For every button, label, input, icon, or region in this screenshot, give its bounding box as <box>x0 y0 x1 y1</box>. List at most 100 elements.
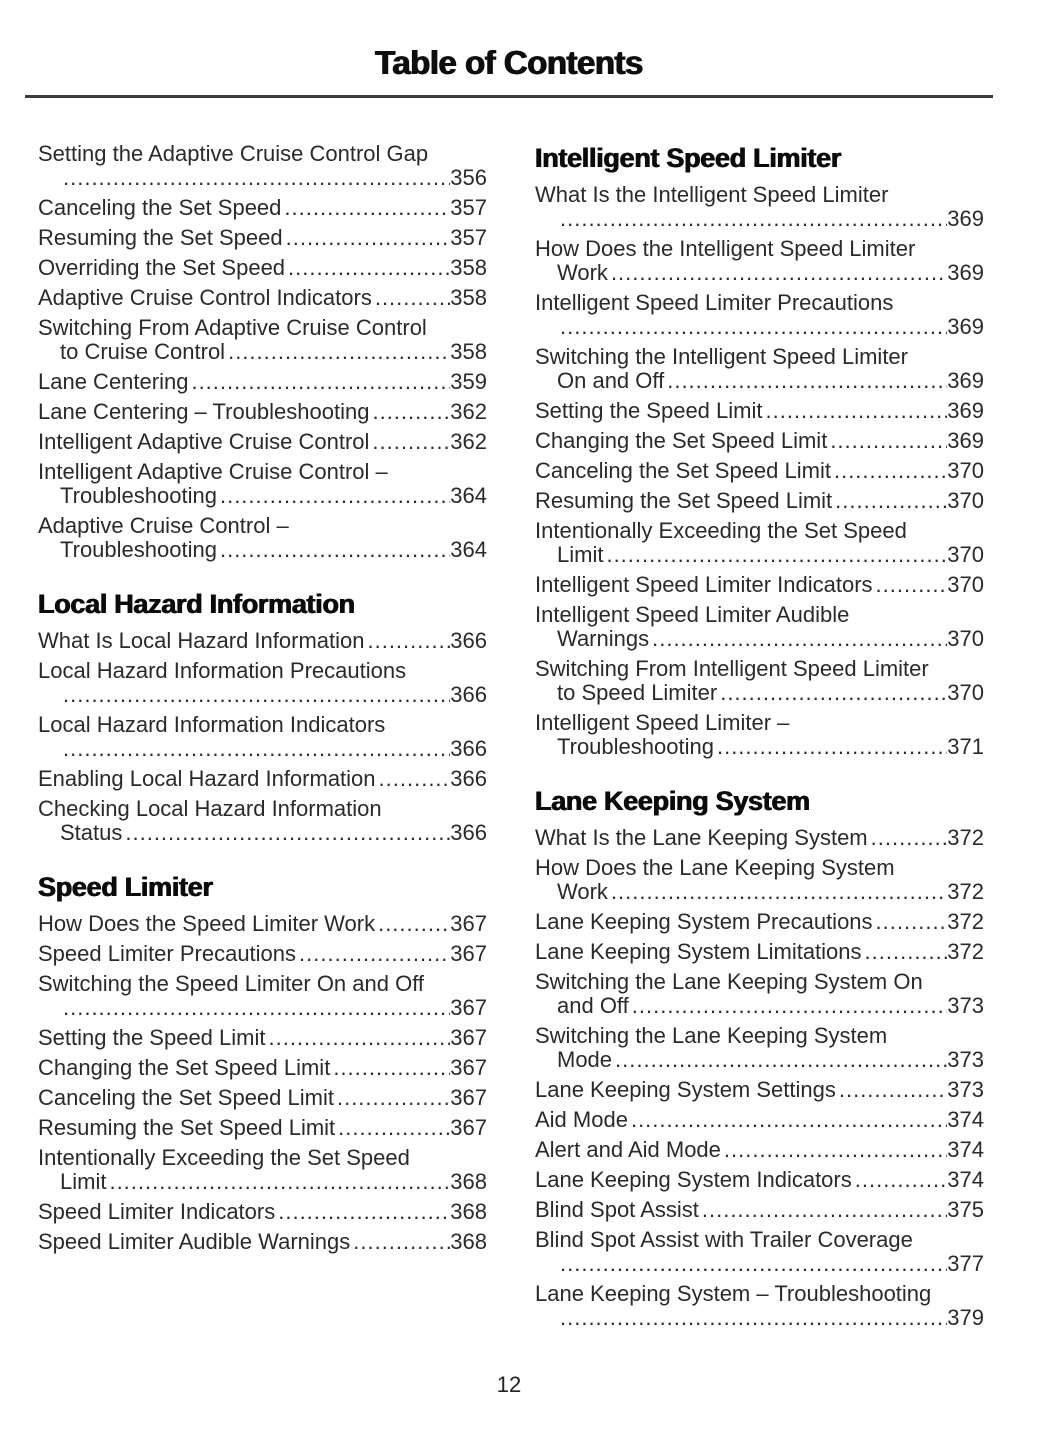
toc-entry: What Is the Lane Keeping System.........… <box>535 826 984 850</box>
toc-entry: Intelligent Adaptive Cruise Control.....… <box>38 430 487 454</box>
toc-entry-page-number: 370 <box>947 680 984 705</box>
toc-entry-label: Adaptive Cruise Control Indicators <box>38 285 372 310</box>
toc-entry-label: Blind Spot Assist with Trailer Coverage <box>535 1227 913 1252</box>
toc-entry-label: Switching the Lane Keeping System <box>535 1023 888 1048</box>
dot-leader: ........................................… <box>615 1048 947 1072</box>
toc-entry-label: What Is Local Hazard Information <box>38 628 365 653</box>
dot-leader: ........................................… <box>560 315 948 339</box>
toc-column-right: Intelligent Speed Limiter What Is the Int… <box>535 142 984 1336</box>
page-title: Table of Contents <box>375 44 643 81</box>
toc-entry-label: Canceling the Set Speed <box>38 195 282 220</box>
toc-entry-label: Troubleshooting <box>60 537 217 562</box>
dot-leader: ........................................… <box>285 226 451 250</box>
toc-entry-label: Local Hazard Information Indicators <box>38 712 386 737</box>
toc-entry: What Is Local Hazard Information........… <box>38 629 487 653</box>
toc-entry-row: Mode....................................… <box>535 1048 984 1072</box>
toc-entry-row: to Speed Limiter........................… <box>535 681 984 705</box>
toc-entry: Lane Centering – Troubleshooting........… <box>38 400 487 424</box>
dot-leader: ........................................… <box>854 1168 948 1192</box>
toc-entry-label: Overriding the Set Speed <box>38 255 286 280</box>
toc-entry-page-number: 374 <box>947 1107 984 1132</box>
toc-entry-label: Intentionally Exceeding the Set Speed <box>535 518 907 543</box>
dot-leader: ........................................… <box>278 1200 450 1224</box>
toc-entry: Setting the Speed Limit.................… <box>38 1026 487 1050</box>
toc-entry: Adaptive Cruise Control Indicators......… <box>38 286 487 310</box>
toc-entry-label: Resuming the Set Speed <box>38 225 283 250</box>
toc-entry-page-number: 370 <box>947 458 984 483</box>
toc-entry-label: Canceling the Set Speed Limit <box>535 458 831 483</box>
toc-entry-label: Canceling the Set Speed Limit <box>38 1085 334 1110</box>
dot-leader: ........................................… <box>333 1056 451 1080</box>
toc-entry-row: Troubleshooting.........................… <box>38 484 487 508</box>
toc-entry-page-number: 367 <box>450 941 487 966</box>
toc-columns: Setting the Adaptive Cruise Control Gap.… <box>38 142 1055 1336</box>
toc-entry: Intelligent Speed Limiter Indicators....… <box>535 573 984 597</box>
toc-entry-row: ........................................… <box>535 315 984 339</box>
toc-entry: Blind Spot Assist with Trailer Coverage.… <box>535 1228 984 1276</box>
toc-entry-row: ........................................… <box>535 1252 984 1276</box>
toc-entry-page-number: 367 <box>450 911 487 936</box>
toc-entry-row: Speed Limiter Audible Warnings..........… <box>38 1230 487 1254</box>
dot-leader: ........................................… <box>830 429 948 453</box>
toc-entry: Overriding the Set Speed................… <box>38 256 487 280</box>
dot-leader: ........................................… <box>191 370 451 394</box>
dot-leader: ........................................… <box>219 484 450 508</box>
dot-leader: ........................................… <box>875 573 948 597</box>
toc-entry-page-number: 368 <box>450 1169 487 1194</box>
toc-entry-label: Setting the Speed Limit <box>38 1025 266 1050</box>
toc-entry-page-number: 368 <box>450 1199 487 1224</box>
toc-entry-row: Canceling the Set Speed Limit...........… <box>38 1086 487 1110</box>
toc-entry-label: Changing the Set Speed Limit <box>535 428 828 453</box>
dot-leader: ........................................… <box>228 340 450 364</box>
section-heading: Local Hazard Information <box>38 589 355 619</box>
dot-leader: ........................................… <box>367 629 450 653</box>
toc-entry-label: Switching the Lane Keeping System On <box>535 969 923 994</box>
toc-entry-label: and Off <box>557 993 629 1018</box>
section-heading: Speed Limiter <box>38 872 213 902</box>
toc-entry-row: Lane Centering..........................… <box>38 370 487 394</box>
toc-entry-label: Intelligent Adaptive Cruise Control <box>38 429 370 454</box>
toc-entry-row: Work....................................… <box>535 880 984 904</box>
toc-entry-label: Troubleshooting <box>60 483 217 508</box>
toc-entry-page-number: 379 <box>947 1305 984 1330</box>
toc-entry-label: Lane Keeping System Settings <box>535 1077 836 1102</box>
dot-leader: ........................................… <box>723 1138 947 1162</box>
dot-leader: ........................................… <box>288 256 450 280</box>
toc-entry-label: Changing the Set Speed Limit <box>38 1055 331 1080</box>
toc-entry-label: Intelligent Speed Limiter – <box>535 710 790 735</box>
toc-entry-label: Status <box>60 820 123 845</box>
toc-entry-label: Lane Keeping System Indicators <box>535 1167 852 1192</box>
title-divider <box>25 95 993 98</box>
toc-entry-row: Intelligent Adaptive Cruise Control.....… <box>38 430 487 454</box>
toc-entry: Lane Keeping System Settings............… <box>535 1078 984 1102</box>
toc-entry: Switching From Adaptive Cruise Control to… <box>38 316 487 364</box>
toc-entry-page-number: 375 <box>947 1197 984 1222</box>
toc-entry-label: How Does the Intelligent Speed Limiter <box>535 236 916 261</box>
dot-leader: ........................................… <box>701 1198 948 1222</box>
toc-entry-page-number: 366 <box>450 736 487 761</box>
toc-entry-page-number: 364 <box>450 483 487 508</box>
toc-entry-row: How Does the Speed Limiter Work.........… <box>38 912 487 936</box>
toc-entry-label: Intelligent Adaptive Cruise Control – <box>38 459 388 484</box>
toc-entry-page-number: 374 <box>947 1167 984 1192</box>
toc-entry-label: Intelligent Speed Limiter Precautions <box>535 290 894 315</box>
dot-leader: ........................................… <box>219 538 450 562</box>
toc-entry-page-number: 367 <box>450 1055 487 1080</box>
toc-entry-row: What Is Local Hazard Information........… <box>38 629 487 653</box>
dot-leader: ........................................… <box>833 459 948 483</box>
toc-entry: Switching the Intelligent Speed Limiter O… <box>535 345 984 393</box>
toc-entry-page-number: 372 <box>947 909 984 934</box>
toc-entry: Local Hazard Information Indicators.....… <box>38 713 487 761</box>
dot-leader: ........................................… <box>374 286 450 310</box>
toc-entry-row: Canceling the Set Speed Limit...........… <box>535 459 984 483</box>
page-number: 12 <box>496 1372 522 1397</box>
dot-leader: ........................................… <box>631 994 948 1018</box>
toc-entry-label: How Does the Speed Limiter Work <box>38 911 376 936</box>
toc-entry-label: Lane Centering – Troubleshooting <box>38 399 370 424</box>
toc-entry-label: How Does the Lane Keeping System <box>535 855 895 880</box>
toc-entry: Local Hazard Information Precautions....… <box>38 659 487 707</box>
toc-entry: Switching the Speed Limiter On and Off..… <box>38 972 487 1020</box>
toc-entry-row: What Is the Lane Keeping System.........… <box>535 826 984 850</box>
toc-entry: Lane Centering..........................… <box>38 370 487 394</box>
toc-entry-page-number: 367 <box>450 995 487 1020</box>
